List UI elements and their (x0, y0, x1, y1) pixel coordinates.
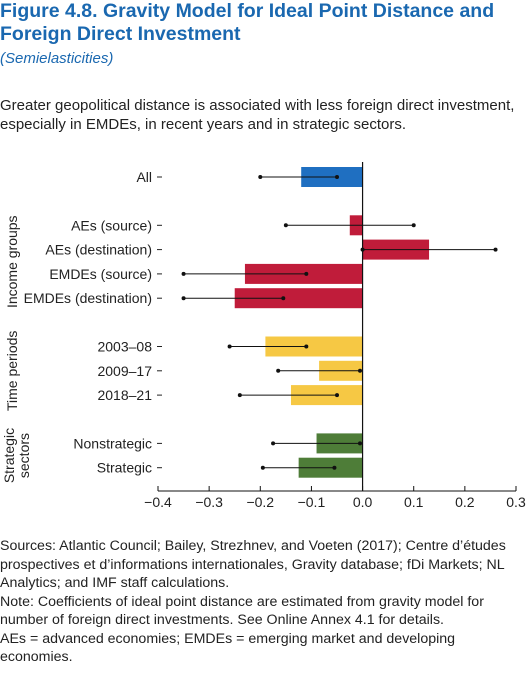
figure-subtitle: (Semielasticities) (0, 50, 114, 67)
ci-lower-point (283, 223, 288, 228)
ci-lower-point (237, 393, 242, 398)
x-tick-label: 0.1 (404, 494, 424, 510)
x-tick-label: −0.1 (298, 494, 326, 510)
figure-description: Greater geopolitical distance is associa… (0, 97, 515, 133)
ci-upper-point (332, 465, 337, 470)
x-tick-label: −0.2 (246, 494, 274, 510)
ci-lower-point (181, 296, 186, 301)
ci-lower-point (271, 441, 276, 446)
category-label: EMDEs (destination) (24, 290, 152, 306)
ci-upper-point (281, 296, 286, 301)
x-tick-label: −0.3 (195, 494, 223, 510)
category-label: 2003–08 (97, 339, 152, 355)
category-label: All (136, 169, 152, 185)
ci-lower-point (260, 465, 265, 470)
x-tick-label: 0.0 (353, 494, 373, 510)
ci-upper-point (411, 223, 416, 228)
ci-lower-point (181, 271, 186, 276)
abbreviations-note: AEs = advanced economies; EMDEs = emergi… (0, 630, 456, 666)
category-label: AEs (source) (71, 217, 152, 233)
figure-title-line1: Figure 4.8. Gravity Model for Ideal Poin… (0, 0, 495, 22)
ci-upper-point (335, 393, 339, 398)
ci-upper-point (358, 368, 363, 373)
category-label: Nonstrategic (73, 435, 152, 451)
x-tick-label: 0.2 (455, 494, 475, 510)
figure-title-line2: Foreign Direct Investment (0, 23, 241, 45)
group-label: sectors (16, 433, 32, 478)
bar (234, 288, 363, 309)
methodology-note: Note: Coefficients of ideal point distan… (0, 593, 484, 629)
ci-lower-point (258, 175, 263, 179)
category-label: EMDEs (source) (49, 266, 152, 282)
ci-lower-point (276, 368, 281, 373)
ci-lower-point (227, 344, 232, 349)
ci-upper-point (304, 344, 309, 349)
figure-notes: Sources: Atlantic Council; Bailey, Strez… (0, 537, 524, 667)
ci-upper-point (493, 247, 498, 252)
figure-title: Figure 4.8. Gravity Model for Ideal Poin… (0, 0, 520, 46)
bar (265, 336, 363, 357)
category-label: AEs (destination) (45, 242, 152, 258)
gravity-model-chart: All AEs (source) AEs (destination) EMDEs (s… (1, 162, 526, 510)
group-label: Strategic (1, 428, 17, 483)
ci-upper-point (304, 271, 309, 276)
group-label: Income groups (4, 215, 20, 308)
category-label: 2009–17 (97, 363, 152, 379)
group-label: Time periods (4, 331, 20, 411)
x-tick-label: 0.3 (506, 494, 526, 510)
ci-upper-point (358, 441, 363, 446)
sources-note: Sources: Atlantic Council; Bailey, Strez… (0, 538, 506, 591)
x-tick-label: −0.4 (144, 494, 172, 510)
category-label: Strategic (97, 460, 152, 476)
category-label: 2018–21 (97, 387, 152, 403)
ci-upper-point (335, 175, 339, 179)
